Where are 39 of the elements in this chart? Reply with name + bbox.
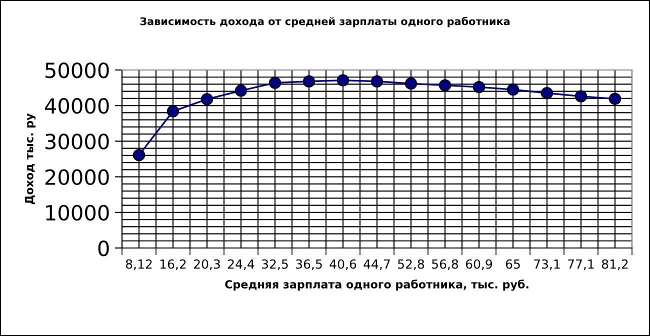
- point: [370, 75, 384, 88]
- y-tick-label: 0: [98, 240, 109, 256]
- x-tick-label: 44,7: [364, 259, 390, 270]
- x-tick-label: 16,2: [160, 259, 186, 270]
- x-tick-label: 56,8: [432, 259, 458, 270]
- point: [166, 105, 180, 118]
- x-tick-label: 32,5: [262, 259, 288, 270]
- y-tick-label: 30000: [46, 134, 109, 150]
- x-tick-label: 20,3: [194, 259, 220, 270]
- point: [506, 83, 520, 96]
- x-tick-label: 52,8: [398, 259, 424, 270]
- point: [540, 87, 554, 100]
- point: [268, 76, 282, 89]
- x-tick-label: 36,5: [296, 259, 322, 270]
- x-tick-label: 65: [506, 259, 520, 269]
- x-tick-label: 60,9: [466, 259, 492, 270]
- point: [608, 92, 622, 105]
- point: [574, 90, 588, 102]
- point: [404, 77, 418, 90]
- point: [132, 148, 146, 162]
- point: [472, 80, 486, 94]
- y-tick-label: 40000: [44, 98, 109, 114]
- x-tick-label: 8,12: [126, 259, 152, 270]
- y-axis-title: Доход тыс. ру: [25, 113, 36, 204]
- x-tick-label: 24,4: [228, 259, 254, 270]
- y-tick-label: 20000: [45, 169, 109, 186]
- x-tick-label: 81,2: [602, 259, 628, 270]
- x-tick-label: 73,1: [534, 259, 560, 270]
- point: [302, 75, 316, 88]
- x-tick-label: 77,1: [568, 259, 594, 270]
- y-tick-label: 10000: [46, 204, 109, 221]
- y-tick-label: 50000: [46, 62, 109, 78]
- point: [234, 84, 248, 97]
- chart-title: Зависимость дохода от средней зарплаты одного работника: [140, 16, 510, 28]
- x-axis-title: Средняя зарплата одного работника, тыс. руб.: [225, 280, 528, 291]
- x-tick-label: 40,6: [330, 259, 356, 270]
- point: [336, 74, 350, 86]
- point: [438, 79, 452, 92]
- point: [200, 93, 214, 106]
